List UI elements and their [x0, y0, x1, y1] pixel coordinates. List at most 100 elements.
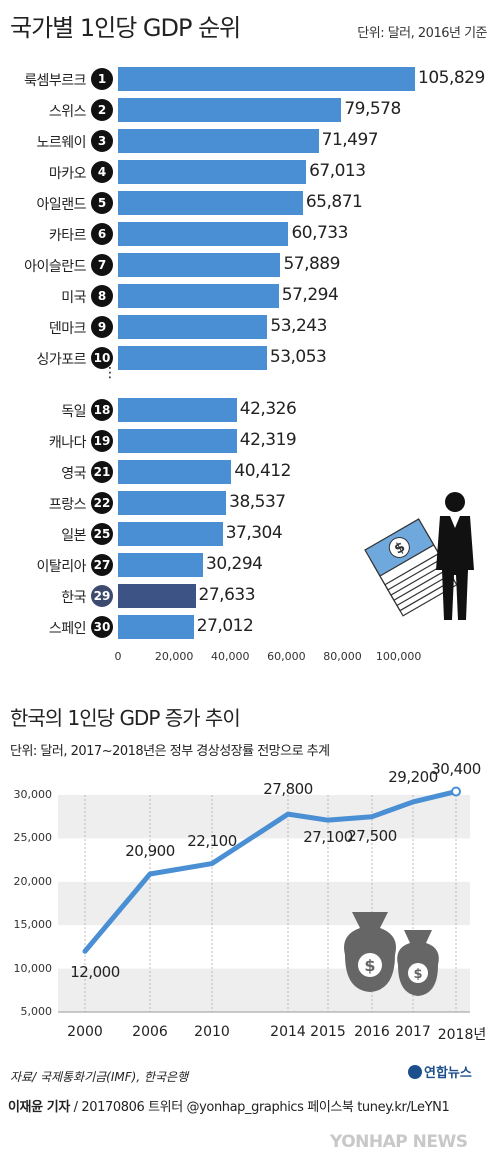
logo-mark-icon — [408, 1065, 422, 1079]
rank-badge: 18 — [91, 399, 113, 421]
rank-badge: 5 — [91, 192, 113, 214]
x-tick-label: 40,000 — [211, 650, 250, 663]
ellipsis-marker: ⋮ — [103, 365, 117, 381]
y-tick-label: 30,000 — [13, 788, 53, 801]
businessman-icon — [436, 492, 474, 620]
data-value-label: 27,100 — [303, 828, 353, 847]
data-value-label: 29,200 — [388, 767, 438, 786]
bar — [118, 553, 204, 577]
rank-badge: 27 — [91, 554, 113, 576]
bar-value-label: 71,497 — [321, 130, 379, 150]
bar-value-label: 79,578 — [344, 99, 401, 119]
x-tick-label: 2016 — [354, 1024, 390, 1040]
chart-title: 국가별 1인당 GDP 순위 — [10, 14, 241, 42]
bar — [118, 460, 232, 484]
grid-band — [58, 881, 470, 926]
rank-badge: 22 — [91, 492, 113, 514]
svg-text:$: $ — [364, 956, 375, 975]
bar-value-label: 30,294 — [206, 554, 263, 574]
end-point-marker — [451, 786, 461, 797]
y-tick-label: 25,000 — [13, 831, 53, 845]
bar-category-label: 독일 — [61, 404, 86, 420]
bar-value-label: 65,871 — [305, 192, 363, 212]
bar — [118, 191, 303, 215]
bar — [118, 160, 307, 184]
y-tick-label: 5,000 — [20, 1005, 53, 1018]
x-tick-label: 2017 — [395, 1024, 431, 1040]
rank-badge: 10 — [91, 347, 113, 369]
bar — [118, 129, 319, 153]
bar-value-label: 67,013 — [309, 161, 366, 181]
businessman-money-illustration: $ — [364, 492, 474, 620]
rank-badge: 30 — [91, 616, 113, 638]
rank-badge: 21 — [91, 461, 113, 483]
rank-badge: 6 — [91, 223, 113, 245]
line-chart-title: 한국의 1인당 GDP 증가 추이 — [10, 706, 241, 730]
bar — [118, 491, 227, 515]
bar — [118, 615, 194, 639]
x-tick-label: 0 — [114, 650, 122, 663]
money-stack-icon: $ — [364, 518, 458, 617]
bar-value-label: 42,326 — [239, 399, 297, 419]
bar-category-label: 싱가포르 — [36, 352, 86, 368]
bar — [118, 222, 289, 246]
bar-category-label: 프랑스 — [48, 497, 87, 513]
bar — [118, 253, 281, 277]
data-value-label: 22,100 — [187, 831, 237, 850]
y-tick-label: 15,000 — [13, 918, 53, 932]
rank-badge: 7 — [91, 254, 113, 276]
bar-category-label: 덴마크 — [48, 321, 87, 337]
rank-badge: 19 — [91, 430, 113, 452]
bar-category-label: 룩셈부르크 — [24, 73, 86, 89]
bar — [118, 346, 267, 370]
logo-text: 연합뉴스 — [424, 1066, 472, 1081]
yonhap-logo: 연합뉴스 — [408, 1062, 472, 1081]
bar-value-label: 60,733 — [291, 223, 348, 243]
bar-category-label: 스위스 — [48, 104, 87, 120]
bar-value-label: 27,012 — [196, 616, 254, 636]
x-tick-label: 2006 — [132, 1024, 168, 1040]
bar — [118, 67, 415, 91]
bar-value-label: 57,294 — [281, 285, 339, 305]
credit-details: / 20170806 트위터 @yonhap_graphics 페이스북 tun… — [69, 1100, 450, 1115]
bar — [118, 98, 342, 122]
bar-value-label: 27,633 — [198, 585, 256, 605]
bar — [118, 284, 279, 308]
bar — [118, 584, 196, 608]
bar-value-label: 38,537 — [229, 492, 286, 512]
data-value-label: 27,500 — [347, 826, 397, 845]
bar-category-label: 한국 — [61, 590, 86, 606]
bar-category-label: 일본 — [61, 528, 86, 544]
bar-category-label: 아일랜드 — [36, 197, 86, 213]
bar-category-label: 마카오 — [48, 166, 87, 182]
money-bag-icon: $ $ — [344, 912, 439, 996]
source-note: 자료/ 국제통화기금(IMF), 한국은행 — [10, 1070, 189, 1084]
data-value-label: 27,800 — [263, 780, 313, 799]
series-line — [82, 789, 459, 954]
reporter-name: 이재윤 기자 — [8, 1100, 70, 1115]
x-tick-label: 2018년 — [437, 1027, 487, 1043]
rank-badge: 1 — [91, 68, 113, 90]
bar-category-label: 캐나다 — [48, 435, 87, 451]
bar-value-label: 42,319 — [239, 430, 297, 450]
bar-value-label: 53,243 — [270, 316, 327, 336]
bar-category-label: 영국 — [61, 466, 86, 482]
svg-text:$: $ — [413, 967, 422, 982]
bar — [118, 429, 237, 453]
x-tick-label: 60,000 — [267, 650, 306, 663]
rank-badge: 29 — [91, 585, 113, 607]
rank-badge: 4 — [91, 161, 113, 183]
x-tick-label: 20,000 — [154, 650, 194, 663]
bar-category-label: 미국 — [61, 290, 86, 306]
bar-category-label: 노르웨이 — [36, 135, 86, 151]
x-tick-label: 2015 — [310, 1024, 346, 1040]
credit-line: 이재윤 기자 / 20170806 트위터 @yonhap_graphics 페… — [8, 1096, 450, 1115]
rank-badge: 2 — [91, 99, 113, 121]
bar — [118, 522, 223, 546]
rank-badge: 8 — [91, 285, 113, 307]
chart-unit-note: 단위: 달러, 2016년 기준 — [357, 26, 487, 41]
x-tick-label: 2014 — [270, 1024, 306, 1040]
bar-value-label: 37,304 — [225, 523, 283, 543]
data-value-label: 20,900 — [125, 841, 175, 860]
